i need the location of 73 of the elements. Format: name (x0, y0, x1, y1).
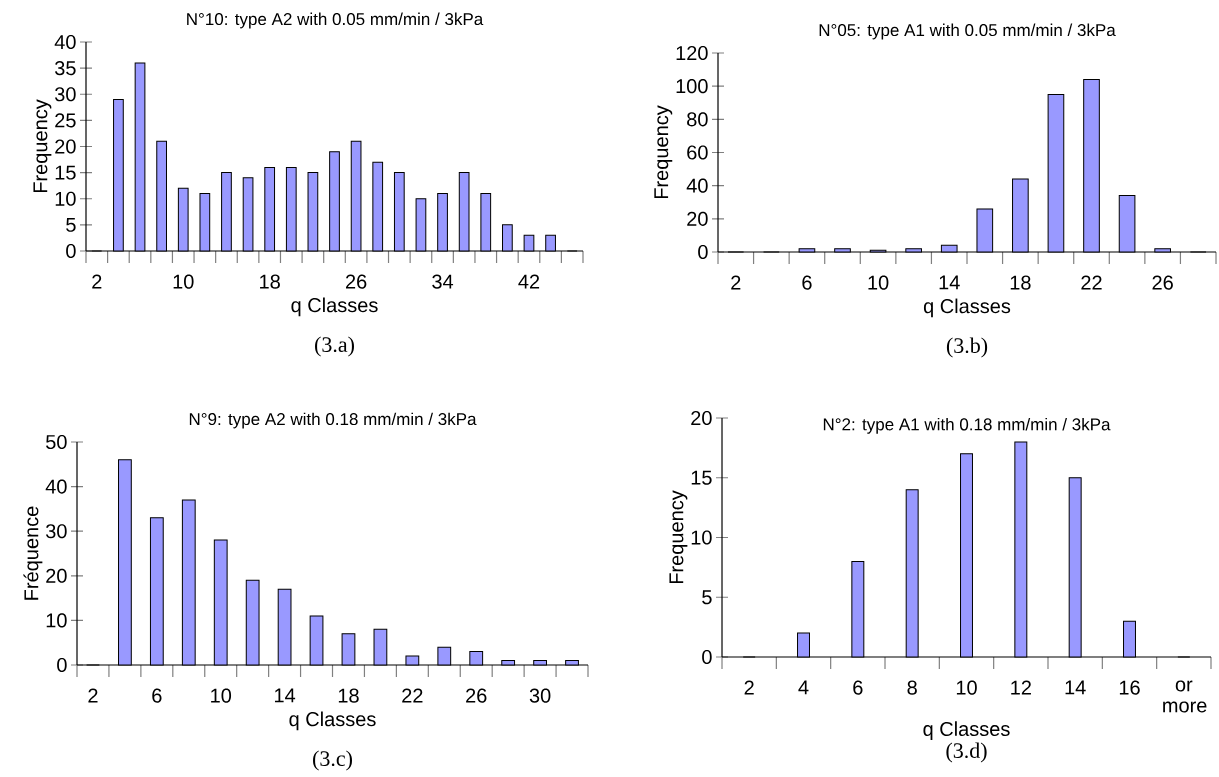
x-tick-label: 2 (92, 274, 102, 289)
x-tick-label: 18 (1010, 275, 1031, 290)
y-tick-label: 20 (55, 139, 76, 154)
x-tick-label: 14 (1065, 680, 1086, 695)
y-tick-label: 0 (702, 649, 712, 665)
x-axis-title: q Classes (291, 297, 378, 317)
y-tick-label: 100 (676, 79, 708, 94)
x-tick-label: 12 (1011, 680, 1031, 695)
y-tick-label: 20 (691, 410, 712, 426)
y-tick-label: 30 (54, 87, 76, 102)
text: (3.d) (946, 742, 987, 763)
y-tick-label: 10 (691, 530, 712, 545)
y-tick-label: 40 (45, 479, 67, 494)
x-tick-label: 42 (518, 274, 540, 289)
y-tick-label: 5 (702, 590, 712, 605)
x-tick-label: 6 (853, 680, 863, 695)
x-tick-label: 6 (152, 688, 162, 703)
text: (3.b) (946, 337, 988, 358)
text: (3.a) (315, 336, 354, 357)
x-tick-label: 10 (956, 680, 977, 695)
x-tick-label: 30 (529, 688, 551, 703)
y-tick-label: 0 (57, 657, 67, 673)
y-tick-label: 50 (46, 434, 67, 450)
chart-title: N°05: type A1 with 0.05 mm/min / 3kPa (819, 23, 1116, 40)
y-tick-label: 10 (55, 191, 76, 206)
y-tick-label: 15 (55, 165, 76, 180)
x-tick-label: 10 (211, 688, 232, 703)
y-tick-label: 35 (54, 61, 76, 76)
chart-title: N°2: type A1 with 0.18 mm/min / 3kPa (823, 417, 1111, 434)
y-tick-label: 0 (698, 244, 708, 260)
chart-title: N°9: type A2 with 0.18 mm/min / 3kPa (189, 412, 477, 429)
x-tick-label: or more (1163, 680, 1207, 713)
y-tick-label: 20 (46, 568, 67, 583)
x-tick-label: 2 (88, 688, 98, 703)
x-tick-label: 4 (798, 680, 809, 695)
y-axis-title: Frequency (654, 105, 673, 199)
x-tick-label: 14 (274, 688, 296, 703)
x-tick-label: 22 (1081, 275, 1102, 290)
x-tick-label: 22 (402, 688, 423, 703)
x-tick-label: 6 (802, 275, 812, 290)
x-tick-label: 10 (868, 275, 889, 290)
x-tick-label: 2 (731, 275, 741, 290)
y-tick-label: 20 (687, 211, 708, 226)
y-tick-label: 15 (691, 470, 712, 485)
x-tick-label: 26 (1152, 275, 1173, 290)
x-tick-label: 18 (260, 274, 280, 289)
y-tick-label: 5 (66, 217, 76, 232)
y-tick-label: 80 (687, 112, 708, 127)
y-tick-label: 60 (687, 145, 708, 160)
x-tick-label: 26 (345, 274, 367, 289)
x-tick-label: 14 (939, 275, 960, 290)
y-tick-label: 30 (45, 524, 67, 539)
x-tick-label: 10 (173, 274, 194, 289)
x-axis-title: q Classes (289, 711, 376, 731)
y-tick-label: 40 (54, 34, 76, 50)
x-axis-title: q Classes (923, 298, 1011, 318)
x-tick-label: 2 (744, 680, 754, 695)
y-tick-label: 40 (686, 178, 708, 193)
y-tick-label: 10 (46, 613, 67, 628)
text: (3.c) (313, 750, 353, 771)
x-tick-label: 26 (466, 688, 487, 703)
y-tick-label: 25 (55, 113, 76, 128)
y-axis-title: Fréquence (23, 506, 43, 600)
x-tick-label: 8 (907, 680, 917, 695)
y-tick-label: 0 (66, 243, 76, 259)
x-tick-label: 18 (338, 688, 359, 703)
x-axis-title: q Classes (923, 721, 1010, 741)
y-tick-label: 120 (676, 45, 708, 61)
x-tick-label: 16 (1119, 680, 1140, 695)
chart-title: N°10: type A2 with 0.05 mm/min / 3kPa (187, 12, 484, 29)
x-tick-label: 34 (432, 274, 454, 289)
y-axis-title: Frequency (33, 99, 52, 193)
y-axis-title: Frequency (669, 490, 688, 584)
